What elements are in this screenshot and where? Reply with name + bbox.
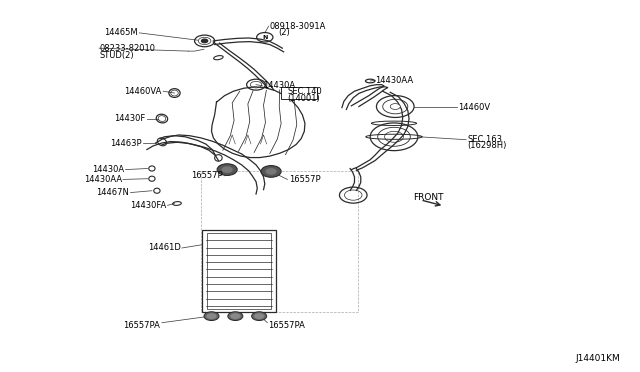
Circle shape [230, 313, 241, 319]
Text: 14463P: 14463P [109, 139, 141, 148]
Text: (14001): (14001) [287, 94, 320, 103]
Circle shape [390, 104, 400, 109]
Text: N: N [262, 35, 268, 40]
Circle shape [204, 312, 219, 321]
Text: 14430A: 14430A [92, 165, 124, 174]
Text: 16557PA: 16557PA [269, 321, 305, 330]
Circle shape [254, 313, 264, 319]
Text: SEC.140: SEC.140 [287, 87, 322, 96]
Text: STUD(2): STUD(2) [99, 51, 134, 60]
Text: 08918-3091A: 08918-3091A [270, 22, 326, 31]
Circle shape [228, 312, 243, 321]
Text: (2): (2) [278, 28, 290, 37]
Text: 14465M: 14465M [104, 28, 138, 37]
Text: 14430AA: 14430AA [84, 175, 122, 184]
Circle shape [217, 164, 237, 176]
Text: 14430A: 14430A [264, 81, 296, 90]
Text: 16557P: 16557P [289, 175, 320, 184]
Text: 14430FA: 14430FA [130, 201, 166, 210]
Circle shape [221, 166, 233, 173]
Text: 14460VA: 14460VA [125, 87, 162, 96]
Text: 14430F: 14430F [115, 114, 146, 123]
Text: SEC.163: SEC.163 [467, 135, 502, 144]
Text: 14461D: 14461D [148, 244, 180, 253]
Text: 08233-82010: 08233-82010 [99, 44, 156, 53]
Bar [207, 232, 271, 309]
Text: 16557PA: 16557PA [123, 321, 160, 330]
Text: J14401KM: J14401KM [575, 353, 620, 363]
Bar [202, 230, 276, 312]
Bar [281, 87, 317, 99]
Circle shape [202, 39, 208, 43]
Circle shape [252, 312, 267, 321]
Circle shape [207, 313, 216, 319]
Text: 14430AA: 14430AA [375, 76, 413, 85]
Text: FRONT: FRONT [413, 193, 444, 202]
Circle shape [266, 168, 276, 175]
Text: (16298H): (16298H) [467, 141, 507, 150]
Circle shape [261, 166, 281, 177]
Text: 14467N: 14467N [97, 188, 129, 197]
Text: 14460V: 14460V [458, 103, 490, 112]
Text: 16557P: 16557P [191, 171, 223, 180]
